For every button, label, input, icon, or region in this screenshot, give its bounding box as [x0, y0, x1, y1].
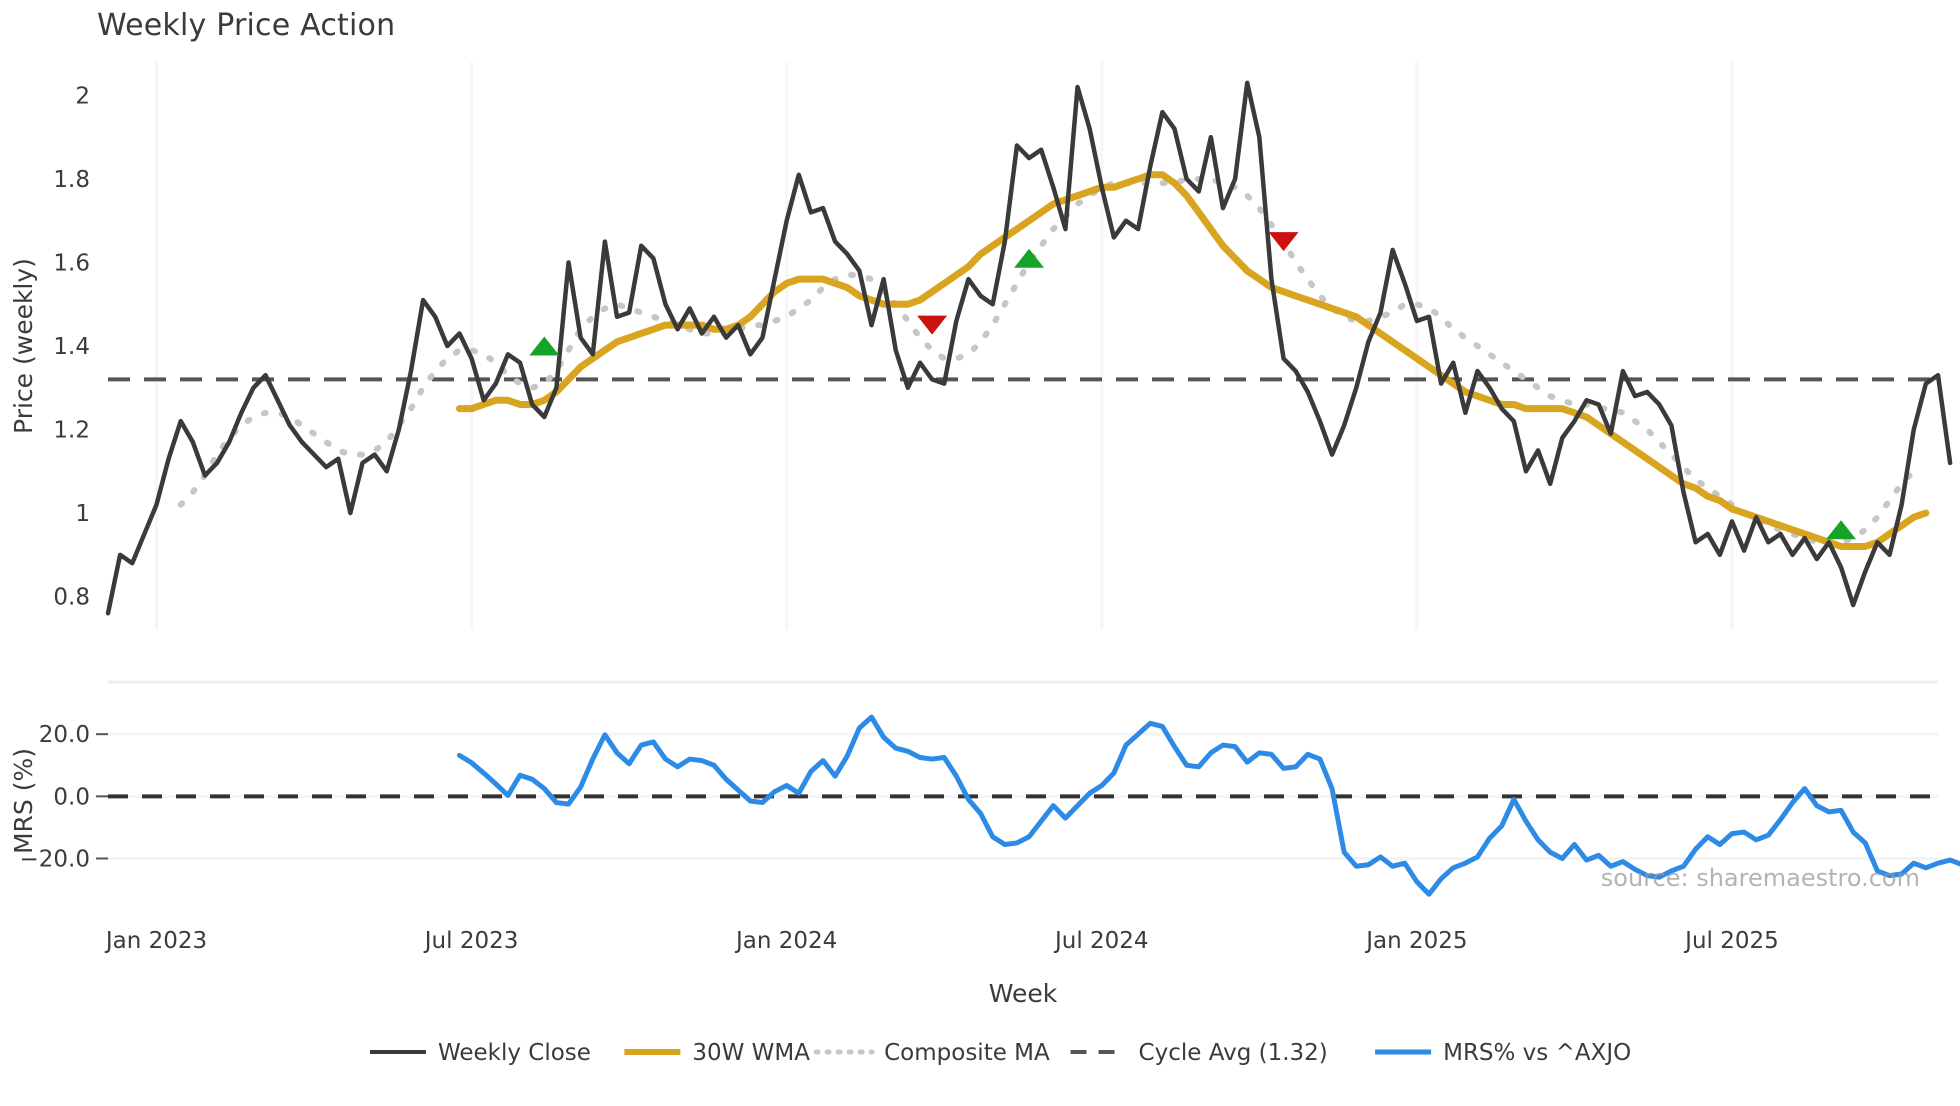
legend-item-weekly-close[interactable]: Weekly Close: [369, 1040, 591, 1066]
legend-label-3: Cycle Avg (1.32): [1139, 1040, 1328, 1066]
chart-legend: Weekly Close 30W WMA Composite MA Cycle Avg…: [369, 1040, 1631, 1066]
buy-signal-marker-0[interactable]: [529, 336, 560, 356]
mrs-y-axis-title: MRS (%): [9, 748, 38, 854]
series-line-composite-ma: [177, 175, 1917, 546]
price-y-tick-label-6: 0.8: [53, 585, 90, 611]
legend-item-mrs-vs-axjo[interactable]: MRS% vs ^AXJO: [1375, 1040, 1631, 1066]
legend-label-2: Composite MA: [884, 1040, 1050, 1066]
series-weekly-close: [105, 80, 1953, 616]
x-tick-label-4: Jan 2025: [1364, 928, 1467, 954]
legend-label-0: Weekly Close: [438, 1040, 591, 1066]
x-tick-label-0: Jan 2023: [104, 928, 207, 954]
legend-label-1: 30W WMA: [692, 1040, 810, 1066]
x-tick-label-2: Jan 2024: [734, 928, 837, 954]
price-y-tick-label-2: 1.6: [53, 250, 90, 276]
legend-label-4: MRS% vs ^AXJO: [1443, 1040, 1631, 1066]
price-y-tick-label-5: 1: [75, 501, 90, 527]
series-mrs-vs-axjo: [456, 714, 1960, 897]
mrs-y-tick-label-0: 20.0: [39, 722, 90, 748]
series-line-weekly-close: [105, 80, 1953, 616]
price-y-tick-label-0: 2: [75, 83, 90, 109]
buy-signal-marker-2[interactable]: [1014, 248, 1045, 268]
legend-item-cycle-avg-1-32[interactable]: Cycle Avg (1.32): [1070, 1040, 1328, 1066]
x-axis-title: Week: [989, 979, 1058, 1008]
price-y-tick-label-1: 1.8: [53, 167, 90, 193]
buy-signal-marker-4[interactable]: [1826, 520, 1857, 540]
legend-item-30w-wma[interactable]: 30W WMA: [624, 1040, 810, 1066]
sell-signal-marker-3[interactable]: [1268, 232, 1299, 252]
price-y-axis-title: Price (weekly): [9, 258, 38, 434]
series-line-mrs-vs-axjo: [456, 714, 1960, 897]
legend-item-composite-ma[interactable]: Composite MA: [813, 1040, 1050, 1066]
x-tick-label-3: Jul 2024: [1053, 928, 1149, 954]
price-y-tick-label-4: 1.2: [53, 418, 90, 444]
price-y-tick-label-3: 1.4: [53, 334, 90, 360]
gridlines: [108, 62, 1938, 860]
sell-signal-marker-1[interactable]: [917, 315, 948, 335]
x-tick-label-5: Jul 2025: [1683, 928, 1779, 954]
signal-markers: [529, 232, 1857, 540]
series-composite-ma: [177, 175, 1917, 546]
mrs-y-tick-label-2: −20.0: [20, 846, 90, 872]
mrs-y-tick-label-1: 0.0: [53, 784, 90, 810]
watermark-group: source: sharemaestro.com: [1601, 864, 1920, 892]
x-tick-label-1: Jul 2023: [423, 928, 519, 954]
series-30w-wma: [455, 171, 1930, 550]
watermark: source: sharemaestro.com: [1601, 864, 1920, 892]
page-title: Weekly Price Action: [97, 8, 396, 43]
price-y-axis: 2 1.8 1.6 1.4 1.2 1 0.8 Price (weekly): [9, 83, 90, 610]
series-line-30w-wma: [455, 171, 1930, 550]
x-axis: Jan 2023 Jul 2023 Jan 2024 Jul 2024 Jan 2025…: [104, 928, 1779, 1008]
